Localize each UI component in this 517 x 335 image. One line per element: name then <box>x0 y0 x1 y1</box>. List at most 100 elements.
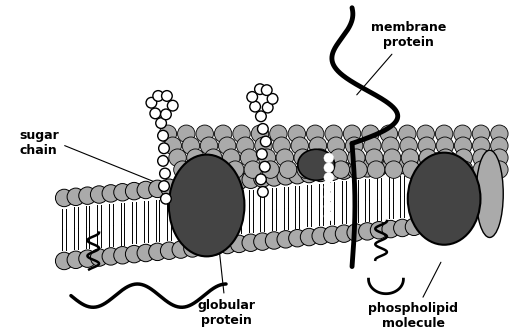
Circle shape <box>200 137 218 154</box>
Circle shape <box>276 149 294 166</box>
Ellipse shape <box>298 149 334 180</box>
Circle shape <box>90 249 108 266</box>
Circle shape <box>219 173 236 191</box>
Circle shape <box>254 170 271 187</box>
Circle shape <box>257 124 268 134</box>
Circle shape <box>359 223 376 240</box>
Circle shape <box>102 248 119 265</box>
Circle shape <box>473 137 490 154</box>
Circle shape <box>324 211 333 221</box>
Circle shape <box>254 233 271 250</box>
Circle shape <box>262 102 273 113</box>
Circle shape <box>362 125 379 142</box>
Circle shape <box>126 246 143 263</box>
Circle shape <box>114 247 131 264</box>
Circle shape <box>195 176 213 193</box>
Circle shape <box>55 252 73 270</box>
Circle shape <box>158 130 169 141</box>
Circle shape <box>262 161 279 178</box>
Circle shape <box>79 187 96 204</box>
Circle shape <box>247 91 257 102</box>
Circle shape <box>288 229 306 247</box>
Circle shape <box>347 149 365 166</box>
Circle shape <box>277 230 295 248</box>
Circle shape <box>255 137 272 154</box>
Circle shape <box>473 161 491 178</box>
Ellipse shape <box>408 153 480 245</box>
Circle shape <box>455 149 473 166</box>
Circle shape <box>347 224 364 241</box>
Circle shape <box>172 241 190 258</box>
Circle shape <box>401 149 419 166</box>
Circle shape <box>184 177 201 194</box>
Circle shape <box>126 182 143 200</box>
Circle shape <box>370 158 388 176</box>
Text: globular
protein: globular protein <box>197 253 255 327</box>
Circle shape <box>261 136 271 147</box>
Circle shape <box>294 149 311 166</box>
Circle shape <box>158 155 169 166</box>
Circle shape <box>209 161 226 178</box>
Circle shape <box>359 160 376 177</box>
Circle shape <box>429 216 446 233</box>
Circle shape <box>473 149 490 166</box>
Circle shape <box>150 108 161 119</box>
Circle shape <box>324 173 333 182</box>
Circle shape <box>350 161 367 178</box>
Text: membrane
protein: membrane protein <box>357 21 446 95</box>
Circle shape <box>405 218 423 236</box>
Circle shape <box>240 149 258 166</box>
Circle shape <box>149 180 166 198</box>
Circle shape <box>399 125 416 142</box>
Circle shape <box>226 161 244 178</box>
Circle shape <box>418 137 435 154</box>
Circle shape <box>250 101 261 112</box>
Circle shape <box>207 238 224 255</box>
Circle shape <box>347 161 364 178</box>
Circle shape <box>419 149 436 166</box>
Circle shape <box>330 149 347 166</box>
Circle shape <box>219 137 236 154</box>
Circle shape <box>491 149 508 166</box>
Circle shape <box>437 149 454 166</box>
Circle shape <box>215 125 232 142</box>
Circle shape <box>177 125 195 142</box>
Circle shape <box>255 84 265 94</box>
Circle shape <box>156 118 166 128</box>
Circle shape <box>168 100 178 111</box>
Circle shape <box>169 149 186 166</box>
Circle shape <box>417 217 434 234</box>
Circle shape <box>393 156 411 174</box>
Ellipse shape <box>476 150 503 238</box>
Circle shape <box>324 153 333 163</box>
Circle shape <box>382 137 399 154</box>
Circle shape <box>114 184 131 201</box>
Circle shape <box>327 137 345 154</box>
Circle shape <box>160 242 178 259</box>
Circle shape <box>137 181 155 199</box>
Circle shape <box>393 219 411 237</box>
Circle shape <box>343 125 361 142</box>
Circle shape <box>314 161 332 178</box>
Circle shape <box>297 161 314 178</box>
Circle shape <box>172 178 190 195</box>
Circle shape <box>300 228 318 246</box>
Circle shape <box>370 221 388 239</box>
Circle shape <box>195 239 213 256</box>
Circle shape <box>207 175 224 192</box>
Circle shape <box>279 161 297 178</box>
Circle shape <box>270 125 287 142</box>
Circle shape <box>324 192 333 202</box>
Circle shape <box>324 226 341 244</box>
Circle shape <box>90 186 108 203</box>
Circle shape <box>336 162 353 179</box>
Circle shape <box>196 125 214 142</box>
Circle shape <box>309 137 327 154</box>
Circle shape <box>161 193 171 204</box>
Circle shape <box>345 137 363 154</box>
Circle shape <box>55 189 73 207</box>
Circle shape <box>242 171 260 189</box>
Circle shape <box>267 93 278 104</box>
Circle shape <box>162 91 172 101</box>
Circle shape <box>436 137 453 154</box>
